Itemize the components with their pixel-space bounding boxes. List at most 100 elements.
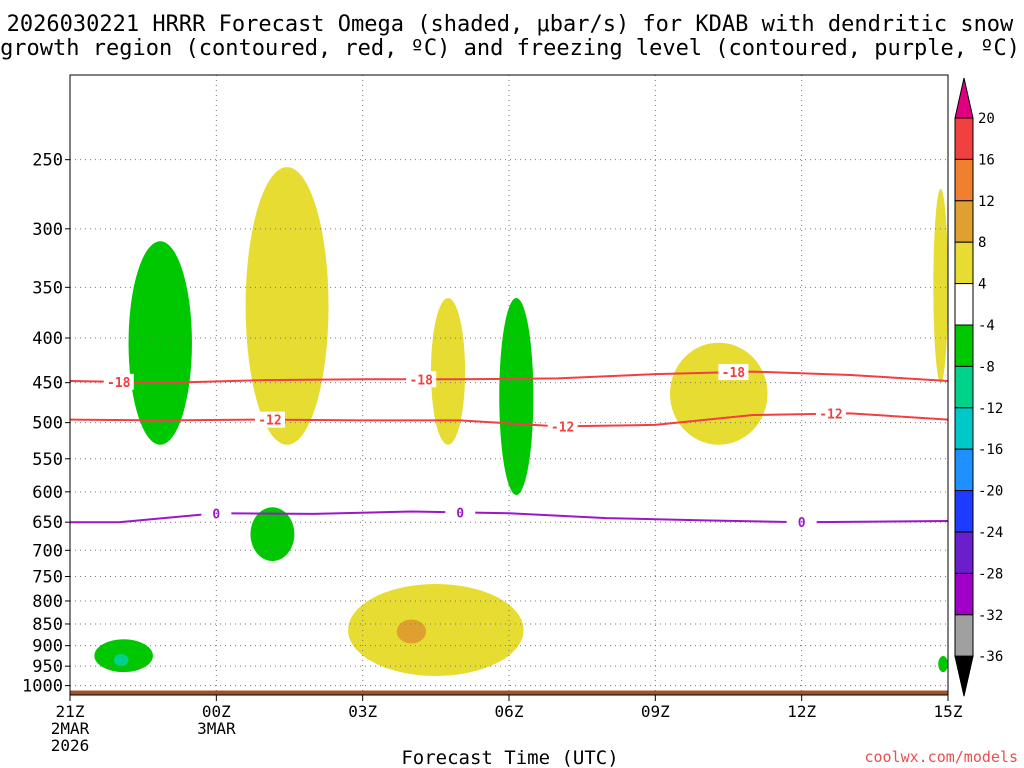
colorbar-label: 4 <box>978 277 986 293</box>
colorbar-label: -32 <box>978 608 1003 624</box>
omega-area-1 <box>128 241 192 445</box>
colorbar-swatch-3 <box>954 200 974 243</box>
colorbar-top-triangle <box>954 77 974 119</box>
ytick-label-950: 950 <box>32 657 63 677</box>
isotherm-label-bg <box>103 373 134 390</box>
colorbar-swatch-8 <box>954 407 974 450</box>
chart-title-line-1: 2026030221 HRRR Forecast Omega (shaded, … <box>7 12 1014 37</box>
colorbar-swatch-6 <box>954 324 974 367</box>
colorbar-label: -8 <box>978 359 995 375</box>
ytick-label-300: 300 <box>32 220 63 240</box>
omega-shading-layer <box>94 167 948 677</box>
omega-area-8 <box>396 619 427 644</box>
xtick-line: 2026 <box>51 736 90 755</box>
xtick-line: 06Z <box>495 702 524 721</box>
xtick-label: 21Z 2MAR 2026 <box>51 702 90 755</box>
colorbar-swatch-7 <box>954 365 974 409</box>
isotherm-line-1 <box>69 370 949 384</box>
colorbar-swatch-11 <box>954 531 974 574</box>
isotherm-label: 0 <box>456 506 464 521</box>
ytick-label-1000: 1000 <box>22 677 63 697</box>
xtick-label: 12Z <box>787 702 816 721</box>
time-axis: 21Z 2MAR 2026 00Z 3MAR 03Z 06Z 09Z 12Z 15Z <box>51 695 963 755</box>
ytick-label-400: 400 <box>32 329 63 349</box>
ytick-label-250: 250 <box>32 151 63 171</box>
colorbar-label: -16 <box>978 442 1003 458</box>
xtick-label: 06Z <box>495 702 524 721</box>
colorbar-label: -24 <box>978 525 1003 541</box>
chart-title-line-2: growth region (contoured, red, ºC) and f… <box>0 36 1020 61</box>
colorbar-swatch-13 <box>954 614 974 657</box>
xtick-line: 00Z <box>202 702 231 721</box>
isotherm-label: -12 <box>258 414 281 429</box>
ytick-label-650: 650 <box>32 513 63 533</box>
omega-area-12 <box>938 656 948 673</box>
omega-area-6 <box>669 342 768 445</box>
gridlines <box>69 75 949 695</box>
omega-area-10 <box>113 653 129 667</box>
isotherm-label: -18 <box>722 366 746 381</box>
colorbar-label: 16 <box>978 152 995 168</box>
ytick-label-850: 850 <box>32 615 63 635</box>
xtick-line: 09Z <box>641 702 670 721</box>
isotherm-label-bg <box>254 411 285 428</box>
isotherm-line-2 <box>69 412 949 428</box>
ytick-label-700: 700 <box>32 541 63 561</box>
isotherm-label-bg <box>786 514 817 531</box>
colorbar-swatch-4 <box>954 241 974 285</box>
colorbar: 20 16 12 8 4 -4 -8 -12 -16 -20 -24 -28 -32 -36 <box>954 77 1003 697</box>
isotherm-label-bg <box>815 405 846 422</box>
omega-area-3 <box>430 298 466 445</box>
ytick-label-900: 900 <box>32 637 63 657</box>
colorbar-swatch-9 <box>954 448 974 492</box>
colorbar-swatch-2 <box>954 158 974 202</box>
xtick-line: 21Z <box>56 702 85 721</box>
omega-area-11 <box>933 188 948 383</box>
xtick-line: 03Z <box>348 702 377 721</box>
isotherm-label: 0 <box>798 516 806 531</box>
xtick-label: 03Z <box>348 702 377 721</box>
colorbar-swatch-1 <box>954 117 974 160</box>
colorbar-swatch-5 <box>954 283 974 326</box>
isotherm-label-bg <box>201 505 232 522</box>
ytick-label-450: 450 <box>32 374 63 394</box>
ground-bar <box>70 690 948 695</box>
ytick-label-550: 550 <box>32 450 63 470</box>
isotherm-label-bg <box>445 504 476 521</box>
isotherm-label: -12 <box>551 420 574 435</box>
colorbar-swatch-10 <box>954 490 974 533</box>
colorbar-label: -4 <box>978 318 995 334</box>
omega-area-2 <box>245 167 329 445</box>
colorbar-label: 12 <box>978 194 995 210</box>
ytick-label-750: 750 <box>32 567 63 587</box>
colorbar-label: -20 <box>978 484 1003 500</box>
ytick-label-600: 600 <box>32 483 63 503</box>
xtick-line: 3MAR <box>197 719 236 738</box>
ground-surface <box>70 690 948 695</box>
colorbar-label: -36 <box>978 649 1003 665</box>
colorbar-label: 8 <box>978 235 986 251</box>
colorbar-swatch-12 <box>954 572 974 616</box>
xtick-line: 2MAR <box>51 719 90 738</box>
xtick-label: 15Z <box>934 702 963 721</box>
ytick-label-500: 500 <box>32 414 63 434</box>
pressure-axis: 2503003504004505005506006507007508008509… <box>22 151 70 697</box>
isotherm-label: -18 <box>409 373 433 388</box>
temperature-contours: -18 -18 -18 -12 -12 -12 0 0 0 <box>69 364 949 531</box>
xtick-label: 09Z <box>641 702 670 721</box>
isotherm-label-bg <box>718 364 749 381</box>
credit-text: coolwx.com/models <box>864 748 1018 766</box>
omega-area-4 <box>499 298 534 495</box>
isotherm-label: 0 <box>212 507 220 522</box>
colorbar-bottom-triangle <box>954 655 974 697</box>
isotherm-label-bg <box>547 418 578 435</box>
omega-area-7 <box>348 583 524 677</box>
ytick-label-350: 350 <box>32 278 63 298</box>
isotherm-label-bg <box>406 371 437 388</box>
colorbar-label: 20 <box>978 111 995 127</box>
xtick-line: 15Z <box>934 702 963 721</box>
colorbar-label: -12 <box>978 401 1003 417</box>
omega-area-5 <box>250 507 295 561</box>
colorbar-label: -28 <box>978 566 1003 582</box>
